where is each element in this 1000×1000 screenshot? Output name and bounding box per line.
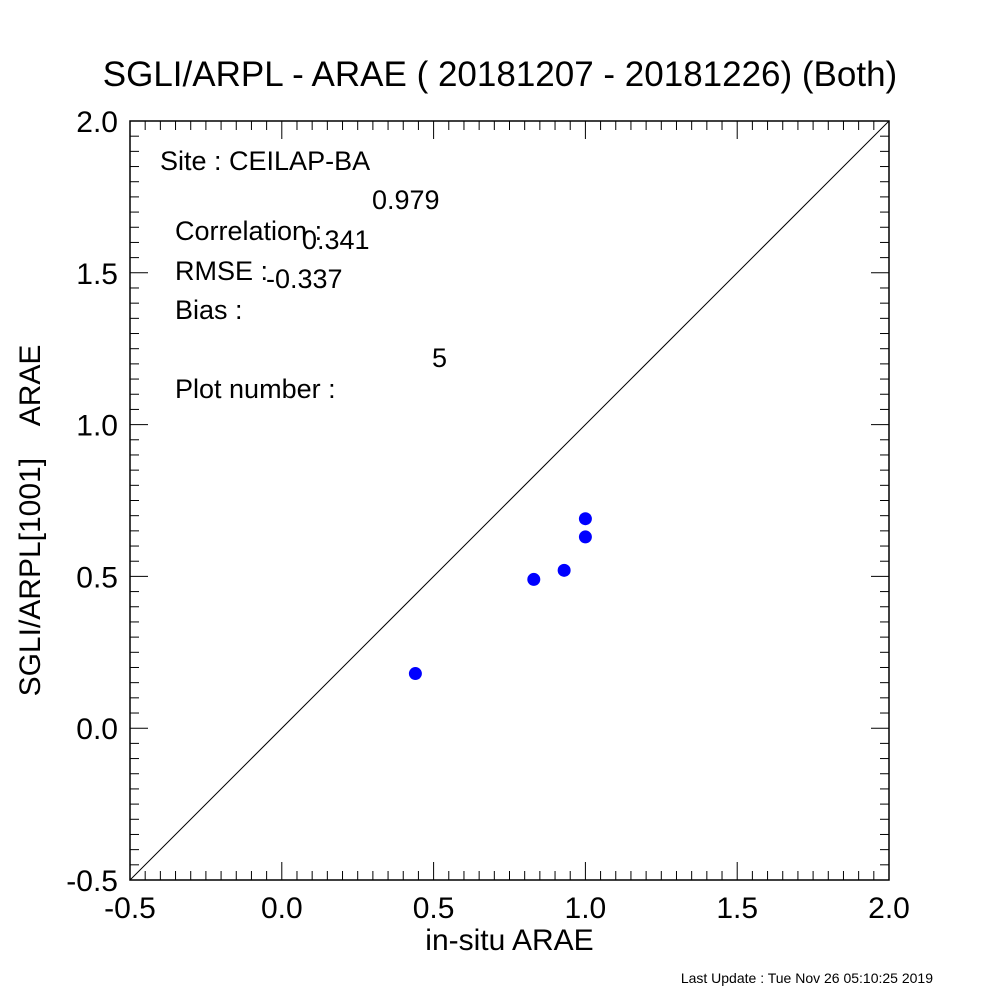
rmse-label: RMSE : [175,256,269,286]
x-tick-label: 0.5 [413,892,455,925]
data-point [408,667,422,681]
rmse-value: 0.341 [302,225,370,255]
y-tick-label: 2.0 [76,106,118,139]
correlation-label: Correlation : [175,216,323,246]
y-tick-label: 0.5 [76,561,118,594]
y-tick-label: 1.0 [76,410,118,443]
y-tick-label: 1.5 [76,258,118,291]
bias-label: Bias : [175,295,243,325]
data-point [557,563,571,577]
data-point [527,572,541,586]
plot-number-label: Plot number : [175,374,336,404]
data-point [578,512,592,526]
one-to-one-line [129,120,890,881]
y-tick-label: 0.0 [76,713,118,746]
x-axis-label: in-situ ARAE [425,924,593,957]
x-tick-label: 2.0 [868,892,910,925]
data-point [578,530,592,544]
plot-number-value: 5 [432,343,448,373]
correlation-value: 0.979 [372,185,440,215]
y-axis-label: SGLI/ARPL[1001] ARAE [14,345,47,697]
site-label: Site : CEILAP-BA [160,146,371,176]
y-tick-label: -0.5 [66,865,118,898]
x-tick-label: 0.0 [261,892,303,925]
x-tick-label: 1.0 [565,892,607,925]
chart-title: SGLI/ARPL - ARAE ( 20181207 - 20181226) … [102,55,898,94]
x-tick-label: 1.5 [716,892,758,925]
bias-stat: Bias : -0.337 [160,264,343,357]
bias-value: -0.337 [266,264,343,294]
rmse-stat: RMSE : 0.341 [160,225,370,318]
plot-number-stat: Plot number : 5 [160,343,447,436]
x-tick-label: -0.5 [104,892,156,925]
last-update-footer: Last Update : Tue Nov 26 05:10:25 2019 [680,970,933,986]
correlation-stat: Correlation : 0.979 [160,185,440,278]
